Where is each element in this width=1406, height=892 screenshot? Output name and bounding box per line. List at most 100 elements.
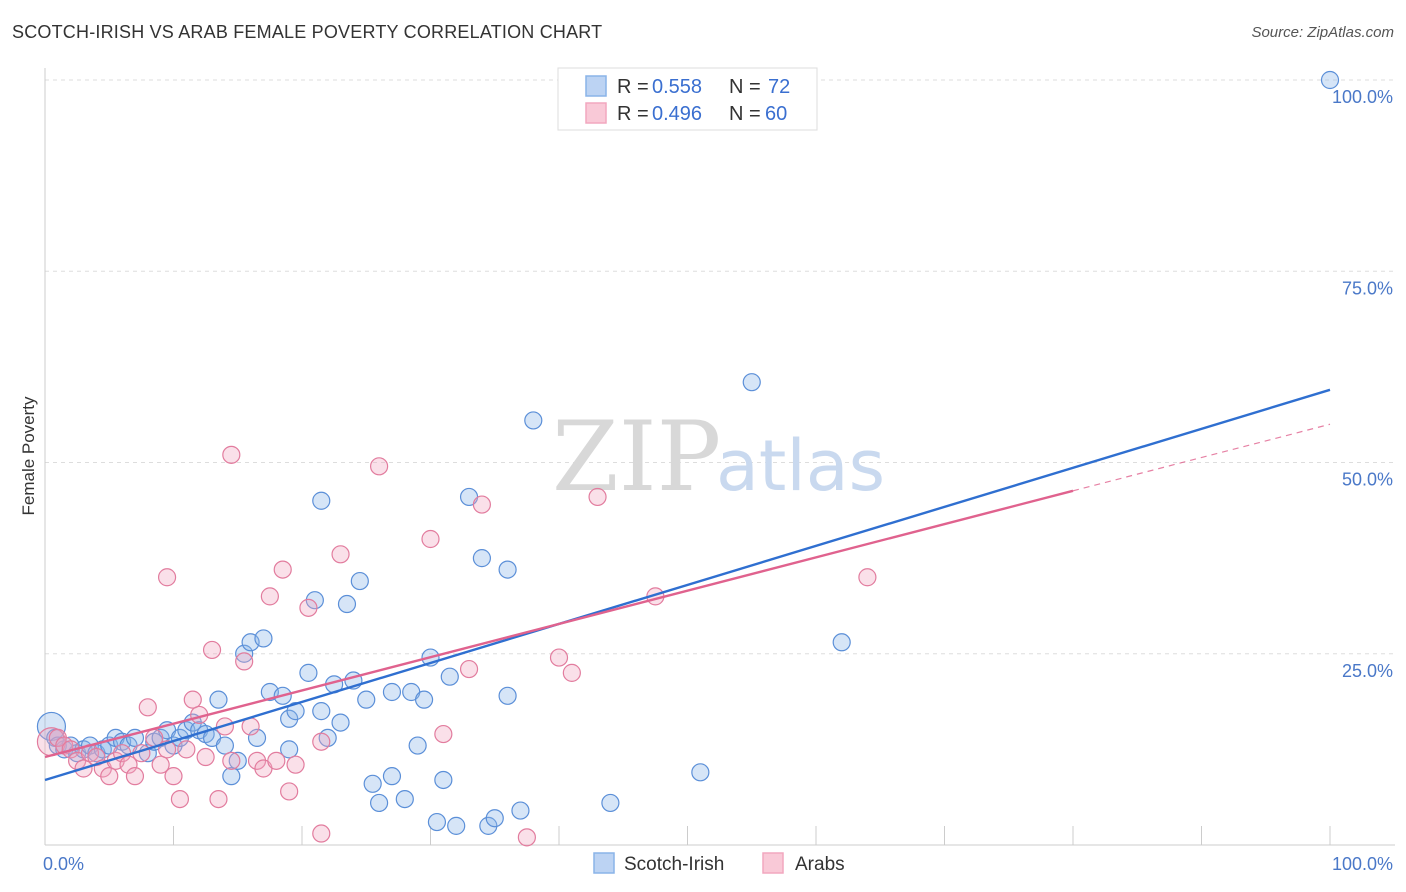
arabs-point (196, 747, 215, 767)
arabs-point (125, 767, 145, 786)
scotch-irish-point (370, 793, 389, 813)
arabs-point (273, 560, 292, 579)
legend-r-value-1: 0.496 (652, 103, 702, 125)
scotch-irish-point (511, 801, 530, 820)
scotch-irish-point (299, 663, 318, 682)
scotch-irish-point (254, 629, 273, 648)
scotch-irish-point (434, 770, 453, 790)
arabs-point (549, 648, 569, 667)
y-tick-labels: 25.0% 50.0% 75.0% 100.0% (1332, 87, 1393, 681)
grid-lines (45, 79, 1395, 655)
arabs-point (157, 568, 177, 587)
arabs-point (222, 751, 241, 770)
legend-bottom-label-arabs[interactable]: Arabs (795, 854, 845, 875)
scotch-irish-point (408, 736, 427, 755)
trend-lines (44, 388, 1331, 782)
scotch-irish-point (357, 690, 376, 709)
scotch-irish-point (382, 682, 402, 702)
scotch-irish-point (337, 594, 357, 614)
arabs-point (267, 751, 286, 770)
arabs-point (421, 529, 440, 549)
arabs-point (100, 767, 119, 786)
arabs-point (170, 789, 190, 809)
source-label: Source: ZipAtlas.com (1251, 24, 1394, 41)
scotch-irish-point (280, 740, 299, 759)
scotch-irish-point (440, 667, 459, 686)
scotch-irish-point (222, 767, 241, 786)
scotch-irish-point (228, 751, 247, 770)
scotch-irish-point (215, 736, 234, 755)
legend-n-label-0: N = (729, 76, 761, 98)
legend-bottom-swatch-arabs[interactable] (762, 852, 784, 874)
scotch-irish-point (414, 690, 434, 709)
scotch-irish-point (524, 411, 543, 430)
legend-r-label-0: R = (617, 76, 649, 98)
arabs-point (177, 740, 196, 759)
scotch-irish-point (832, 633, 851, 652)
scotch-irish-point (382, 767, 402, 786)
scotch-irish-point (498, 560, 517, 579)
scotch-irish-point (395, 789, 414, 809)
x-tick-label-max: 100.0% (1332, 854, 1393, 874)
chart-title: SCOTCH-IRISH VS ARAB FEMALE POVERTY CORR… (12, 22, 603, 42)
scotch-irish-point (350, 571, 369, 591)
axes (44, 68, 1395, 846)
watermark: ZIP atlas (552, 401, 885, 513)
legend-bottom-swatch-scotch-irish[interactable] (593, 852, 615, 874)
arabs-trend-line (44, 489, 1074, 759)
arabs-point (222, 445, 241, 464)
scotch-irish-point (447, 816, 466, 835)
arabs-point (858, 568, 877, 587)
arabs-point (138, 698, 157, 717)
arabs-point (235, 652, 254, 671)
arabs-point (562, 663, 581, 682)
arabs-point (164, 767, 183, 786)
arabs-point (588, 487, 607, 507)
legend-n-value-0: 72 (768, 76, 790, 98)
scotch-irish-point (472, 549, 491, 568)
scotch-irish-point (691, 763, 710, 782)
arabs-point (299, 598, 318, 617)
arabs-point (472, 495, 491, 514)
legend-swatch-arabs (585, 102, 607, 124)
arabs-point (312, 732, 331, 751)
arabs-point (331, 545, 350, 564)
arabs-point (286, 755, 305, 774)
legend-swatch-scotch-irish (585, 75, 607, 97)
arabs-point (183, 690, 202, 709)
legend-n-value-1: 60 (765, 103, 787, 125)
legend-r-label-1: R = (617, 103, 649, 125)
legend-bottom: Scotch-Irish Arabs (593, 852, 845, 875)
watermark-atlas: atlas (716, 425, 885, 507)
scotch-irish-point (286, 702, 305, 721)
scotch-irish-point (742, 373, 761, 392)
x-tick-label-min: 0.0% (43, 854, 84, 874)
arabs-trend-line-extension (1072, 423, 1331, 492)
scotch-irish-point (235, 644, 254, 663)
scotch-irish-point (498, 686, 517, 705)
legend-bottom-label-scotch-irish[interactable]: Scotch-Irish (624, 854, 724, 875)
y-tick-label-75: 75.0% (1342, 278, 1393, 298)
arabs-point (459, 659, 479, 679)
y-tick-label-50: 50.0% (1342, 470, 1393, 490)
scotch-irish-point (427, 812, 447, 832)
arabs-point (370, 457, 389, 476)
y-axis-label: Female Poverty (19, 396, 38, 516)
x-tick-marks (44, 826, 1331, 845)
scotch-irish-point (601, 793, 620, 813)
arabs-point (312, 824, 331, 843)
arabs-point (434, 724, 453, 744)
scotch-irish-point (312, 491, 331, 510)
legend-n-label-1: N = (729, 103, 761, 125)
scotch-irish-point (331, 713, 350, 732)
scotch-irish-point (363, 774, 382, 793)
arabs-point (119, 755, 138, 774)
arabs-point (260, 587, 279, 606)
arabs-point (209, 789, 228, 809)
scotch-irish-point (247, 728, 267, 748)
scotch-irish-point (209, 690, 228, 709)
scotch-irish-trend-line (44, 388, 1331, 782)
watermark-zip: ZIP (552, 401, 721, 513)
arabs-point (202, 640, 222, 660)
